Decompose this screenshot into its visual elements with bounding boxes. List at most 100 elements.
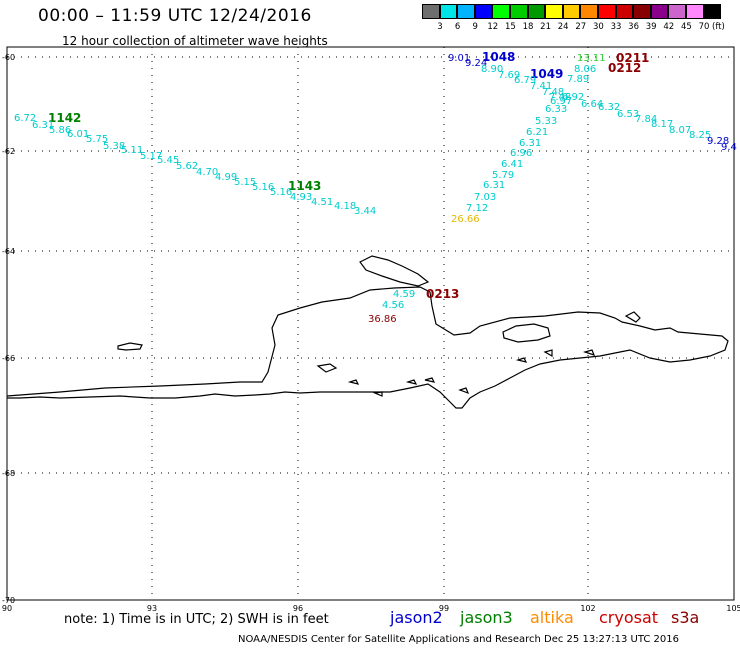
color-scale-tick-label: 21 bbox=[540, 22, 551, 32]
longitude-label: 93 bbox=[147, 604, 157, 613]
latitude-label: -70 bbox=[2, 596, 15, 605]
latitude-label: -64 bbox=[2, 247, 15, 256]
wave-height-value: 5.17 bbox=[140, 151, 162, 162]
coastal-island bbox=[624, 311, 641, 323]
color-swatch bbox=[580, 4, 598, 19]
color-scale-tick-label: 45 bbox=[680, 22, 692, 32]
coastal-island bbox=[405, 379, 418, 385]
track-id-label: 0211 bbox=[616, 51, 649, 65]
wave-height-value: 5.16 bbox=[252, 182, 274, 193]
satellite-name-jason3: jason3 bbox=[460, 608, 513, 627]
wave-height-value: 3.44 bbox=[354, 206, 376, 217]
wave-height-value: 5.79 bbox=[492, 170, 514, 181]
satellite-name-cryosat: cryosat bbox=[599, 608, 659, 627]
latitude-label: -60 bbox=[2, 53, 15, 62]
map-frame bbox=[6, 46, 735, 601]
wave-height-value: 4.51 bbox=[311, 197, 333, 208]
footer-credit: NOAA/NESDIS Center for Satellite Applica… bbox=[238, 634, 680, 645]
color-swatch bbox=[633, 4, 651, 19]
wave-height-value: 7.84 bbox=[635, 114, 657, 125]
wave-height-value: 4.59 bbox=[393, 289, 415, 300]
map-subtitle: 12 hour collection of altimeter wave hei… bbox=[62, 34, 328, 48]
color-swatch bbox=[509, 4, 528, 19]
coastal-island bbox=[582, 349, 596, 356]
wave-height-value: 6.79 bbox=[514, 75, 536, 86]
color-scale-tick-label: 42 bbox=[663, 22, 675, 32]
longitude-label: 105 bbox=[726, 604, 740, 613]
color-scale-tick-label: 33 bbox=[610, 22, 622, 32]
wave-height-value: 6.53 bbox=[617, 109, 639, 120]
color-swatch bbox=[439, 4, 458, 19]
coastal-island bbox=[424, 377, 436, 383]
color-scale-tick-label: 15 bbox=[504, 22, 516, 32]
coastal-island bbox=[372, 391, 383, 397]
color-swatch bbox=[457, 4, 475, 19]
coastline bbox=[6, 255, 729, 409]
wave-height-value: 7.89 bbox=[567, 74, 589, 85]
wave-height-value: 4.18 bbox=[334, 201, 356, 212]
coastal-island bbox=[515, 357, 528, 363]
wave-height-value: 6.33 bbox=[545, 104, 567, 115]
wave-height-value: 13.11 bbox=[577, 53, 606, 64]
wave-height-value: 8.17 bbox=[651, 119, 673, 130]
satellite-name-s3a: s3a bbox=[671, 608, 700, 627]
coastal-island bbox=[502, 323, 551, 343]
latitude-label: -68 bbox=[2, 469, 15, 478]
antarctic-coastline bbox=[6, 286, 729, 409]
track-id-label: 1049 bbox=[530, 67, 563, 81]
wave-height-value: 26.66 bbox=[451, 214, 480, 225]
wave-height-value: 7.48 bbox=[549, 92, 571, 103]
wave-height-value: 6.31 bbox=[32, 120, 54, 131]
wave-height-value: 5.33 bbox=[535, 116, 557, 127]
color-scale-tick-label: 12 bbox=[487, 22, 499, 32]
wave-height-value: 6.92 bbox=[562, 92, 584, 103]
wave-height-value: 6.31 bbox=[483, 180, 505, 191]
track-id-label: 0213 bbox=[426, 287, 459, 301]
wave-height-value: 5.16 bbox=[270, 187, 292, 198]
wave-height-value: 6.32 bbox=[598, 102, 620, 113]
wave-height-value: 8.25 bbox=[689, 130, 711, 141]
wave-height-value: 36.86 bbox=[368, 314, 397, 325]
wave-height-value: 9.01 bbox=[448, 53, 470, 64]
wave-height-value: 7.69 bbox=[498, 70, 520, 81]
wave-height-value: 6.41 bbox=[501, 159, 523, 170]
latitude-label: -62 bbox=[2, 147, 15, 156]
color-scale-tick-label: 18 bbox=[522, 22, 534, 32]
coastal-island bbox=[458, 387, 470, 395]
longitude-label: 102 bbox=[580, 604, 595, 613]
wave-height-value: 6.21 bbox=[526, 127, 548, 138]
wave-height-value: 5.45 bbox=[157, 155, 179, 166]
color-scale-tick-label: 3 bbox=[437, 22, 443, 32]
color-swatch bbox=[597, 4, 616, 19]
wave-height-value: 6.01 bbox=[67, 129, 89, 140]
wave-height-value: 6.72 bbox=[14, 113, 36, 124]
color-swatch bbox=[685, 4, 704, 19]
map-labels: 11421143104810490211021202136.726.315.86… bbox=[14, 50, 737, 325]
wave-height-value: 6.31 bbox=[519, 138, 541, 149]
wave-height-value: 8.07 bbox=[669, 125, 691, 136]
wave-height-value: 5.38 bbox=[103, 141, 125, 152]
color-scale-tick-label: 30 bbox=[592, 22, 604, 32]
color-swatch bbox=[527, 4, 546, 19]
wave-height-value: 5.86 bbox=[49, 125, 71, 136]
longitude-label: 99 bbox=[439, 604, 449, 613]
wave-height-value: 6.64 bbox=[581, 99, 603, 110]
longitude-label: 96 bbox=[293, 604, 303, 613]
map-title: 00:00 – 11:59 UTC 12/24/2016 bbox=[38, 6, 312, 26]
wave-height-value: 6.96 bbox=[510, 148, 532, 159]
track-id-label: 0212 bbox=[608, 61, 641, 75]
color-swatch bbox=[422, 4, 440, 19]
color-scale-tick-label: 6 bbox=[454, 22, 461, 32]
color-swatch bbox=[650, 4, 669, 19]
coastal-island bbox=[117, 342, 143, 351]
wave-height-value: 4.70 bbox=[196, 167, 218, 178]
wave-height-value: 5.62 bbox=[176, 161, 198, 172]
wave-height-value: 6.97 bbox=[550, 96, 572, 107]
wave-height-value: 4.56 bbox=[382, 300, 404, 311]
color-scale-unit: (ft) bbox=[712, 22, 725, 32]
longitude-label: 90 bbox=[2, 604, 12, 613]
satellite-name-jason2: jason2 bbox=[390, 608, 443, 627]
color-swatch bbox=[474, 4, 493, 19]
